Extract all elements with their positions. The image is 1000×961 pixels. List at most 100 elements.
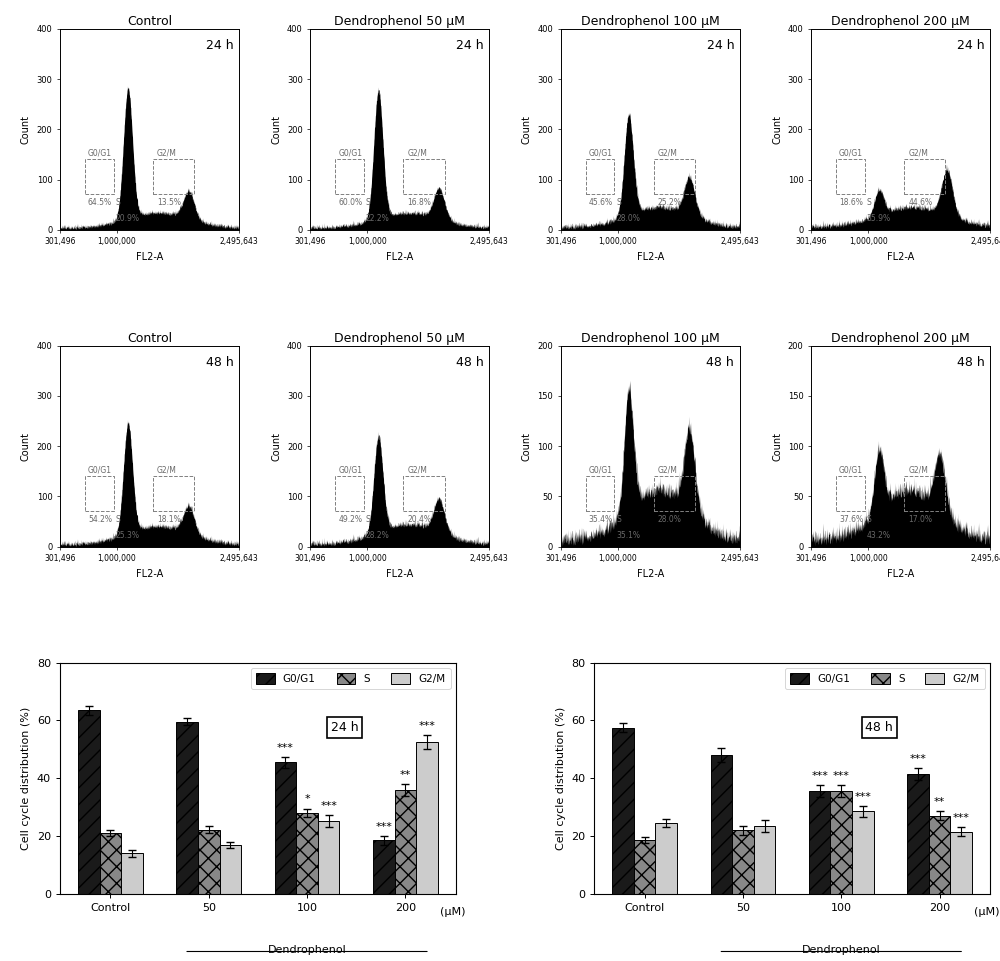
Y-axis label: Count: Count <box>271 431 281 460</box>
Text: Dendrophenol: Dendrophenol <box>268 945 346 954</box>
Text: 24 h: 24 h <box>206 38 233 52</box>
Text: 25.3%: 25.3% <box>115 530 139 539</box>
Bar <box>809 791 830 894</box>
Bar <box>655 823 677 894</box>
Text: 48 h: 48 h <box>957 356 985 369</box>
Text: G0/G1: G0/G1 <box>88 465 112 475</box>
Text: ***: *** <box>910 753 926 764</box>
Bar <box>654 160 695 193</box>
Text: S: S <box>366 514 371 524</box>
Y-axis label: Count: Count <box>522 431 532 460</box>
Bar <box>907 774 929 894</box>
Text: Dendrophenol: Dendrophenol <box>802 945 881 954</box>
Text: 20.9%: 20.9% <box>115 213 139 223</box>
Bar <box>335 160 364 193</box>
Text: G0/G1: G0/G1 <box>338 148 362 158</box>
Text: G0/G1: G0/G1 <box>88 148 112 158</box>
Text: G0/G1: G0/G1 <box>338 465 362 475</box>
Text: G2/M: G2/M <box>157 465 177 475</box>
Bar <box>732 830 754 894</box>
Bar <box>153 160 194 193</box>
Bar <box>121 853 143 894</box>
Text: 17.0%: 17.0% <box>908 514 932 524</box>
Text: 18.1%: 18.1% <box>157 514 181 524</box>
Bar <box>85 477 114 510</box>
Text: ***: *** <box>419 721 435 730</box>
Title: Dendrophenol 50 μM: Dendrophenol 50 μM <box>334 332 465 345</box>
X-axis label: FL2-A: FL2-A <box>136 569 163 579</box>
Title: Dendrophenol 200 μM: Dendrophenol 200 μM <box>831 14 970 28</box>
X-axis label: FL2-A: FL2-A <box>887 569 914 579</box>
Text: G2/M: G2/M <box>407 465 427 475</box>
Bar <box>904 160 945 193</box>
Bar <box>403 160 445 193</box>
Bar <box>711 755 732 894</box>
Text: G2/M: G2/M <box>908 465 928 475</box>
Text: 16.8%: 16.8% <box>407 198 431 207</box>
Text: 45.6%: 45.6% <box>589 198 613 207</box>
Text: ***: *** <box>953 813 970 823</box>
Bar <box>335 477 364 510</box>
Y-axis label: Count: Count <box>522 114 532 144</box>
Text: S: S <box>867 198 871 207</box>
X-axis label: FL2-A: FL2-A <box>136 252 163 262</box>
Y-axis label: Count: Count <box>21 431 31 460</box>
Text: G0/G1: G0/G1 <box>589 148 613 158</box>
Bar <box>403 477 445 510</box>
Bar <box>296 813 318 894</box>
Text: (μM): (μM) <box>440 907 465 917</box>
Text: G0/G1: G0/G1 <box>839 465 863 475</box>
Y-axis label: Cell cycle distribution (%): Cell cycle distribution (%) <box>21 706 31 850</box>
Text: 20.4%: 20.4% <box>407 514 431 524</box>
Text: G2/M: G2/M <box>658 148 678 158</box>
Text: **: ** <box>934 797 945 807</box>
Legend: G0/G1, S, G2/M: G0/G1, S, G2/M <box>785 668 985 689</box>
Bar <box>836 477 865 510</box>
Text: G2/M: G2/M <box>908 148 928 158</box>
Text: 43.2%: 43.2% <box>867 530 891 539</box>
Text: 35.9%: 35.9% <box>867 213 891 223</box>
Title: Dendrophenol 100 μM: Dendrophenol 100 μM <box>581 332 720 345</box>
Bar <box>830 791 852 894</box>
Bar <box>78 710 100 894</box>
Text: 28.0%: 28.0% <box>616 213 640 223</box>
Y-axis label: Count: Count <box>21 114 31 144</box>
Text: 24 h: 24 h <box>456 38 484 52</box>
Bar <box>100 833 121 894</box>
Bar <box>85 160 114 193</box>
Bar <box>612 727 634 894</box>
Y-axis label: Count: Count <box>271 114 281 144</box>
Text: ***: *** <box>320 801 337 811</box>
Title: Control: Control <box>127 332 172 345</box>
Y-axis label: Cell cycle distribution (%): Cell cycle distribution (%) <box>556 706 566 850</box>
Text: 22.2%: 22.2% <box>366 213 390 223</box>
Title: Dendrophenol 50 μM: Dendrophenol 50 μM <box>334 14 465 28</box>
Bar <box>373 840 395 894</box>
Text: S: S <box>366 198 371 207</box>
Text: S: S <box>616 514 621 524</box>
Bar <box>153 477 194 510</box>
Text: G0/G1: G0/G1 <box>839 148 863 158</box>
Text: 44.6%: 44.6% <box>908 198 932 207</box>
Title: Dendrophenol 100 μM: Dendrophenol 100 μM <box>581 14 720 28</box>
Text: *: * <box>304 794 310 804</box>
Text: 48 h: 48 h <box>865 721 893 734</box>
Text: 49.2%: 49.2% <box>338 514 362 524</box>
Bar <box>586 477 614 510</box>
Text: **: ** <box>400 770 411 780</box>
Text: 60.0%: 60.0% <box>338 198 362 207</box>
Text: G2/M: G2/M <box>407 148 427 158</box>
Text: ***: *** <box>854 792 871 801</box>
Text: 48 h: 48 h <box>706 356 734 369</box>
Title: Control: Control <box>127 14 172 28</box>
Text: (μM): (μM) <box>974 907 999 917</box>
Text: 64.5%: 64.5% <box>88 198 112 207</box>
Text: 28.2%: 28.2% <box>366 530 390 539</box>
Bar <box>198 829 220 894</box>
Text: 28.0%: 28.0% <box>658 514 682 524</box>
Bar <box>929 816 950 894</box>
Text: 24 h: 24 h <box>707 38 734 52</box>
Bar <box>634 840 655 894</box>
Text: 35.1%: 35.1% <box>616 530 640 539</box>
Text: 35.4%: 35.4% <box>589 514 613 524</box>
